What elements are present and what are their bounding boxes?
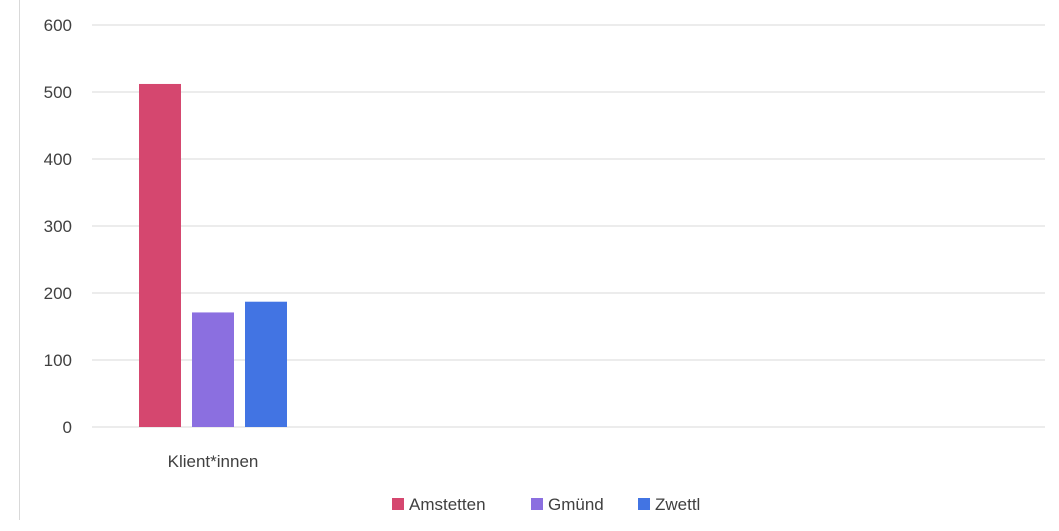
legend-swatch-amstetten	[392, 498, 404, 510]
y-tick-label-500: 500	[44, 83, 72, 102]
y-tick-label-0: 0	[63, 418, 72, 437]
legend-label-zwettl: Zwettl	[655, 495, 700, 514]
legend-label-gm-nd: Gmünd	[548, 495, 604, 514]
y-tick-label-400: 400	[44, 150, 72, 169]
x-axis-category-labels: Klient*innen	[168, 452, 259, 471]
y-tick-label-200: 200	[44, 284, 72, 303]
y-tick-label-600: 600	[44, 16, 72, 35]
legend-label-amstetten: Amstetten	[409, 495, 486, 514]
legend-swatch-zwettl	[638, 498, 650, 510]
y-tick-label-300: 300	[44, 217, 72, 236]
bar-zwettl	[245, 301, 287, 427]
gridlines	[92, 24, 1045, 428]
chart-frame-edge	[19, 0, 20, 520]
legend-swatch-gm-nd	[531, 498, 543, 510]
legend: Amstetten Gmünd Zwettl	[392, 495, 700, 514]
bar-gm-nd	[192, 312, 234, 427]
y-axis-tick-labels: 0 100 200 300 400 500 600	[44, 16, 72, 437]
y-tick-label-100: 100	[44, 351, 72, 370]
bars	[139, 83, 287, 428]
bar-amstetten	[139, 83, 181, 428]
x-category-label: Klient*innen	[168, 452, 259, 471]
